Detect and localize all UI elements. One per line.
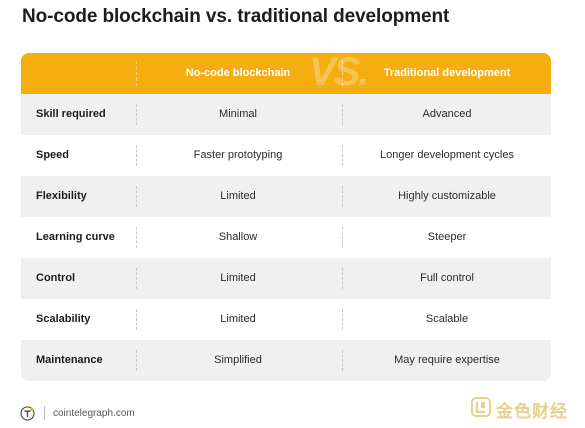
row-label: Maintenance	[36, 354, 103, 366]
row-label: Flexibility	[36, 190, 87, 202]
no-code-value: Minimal	[219, 108, 257, 120]
row-label: Scalability	[36, 313, 91, 325]
comparison-table: VS. No-code blockchain Traditional devel…	[21, 53, 551, 381]
table-row: Control Limited Full control	[21, 258, 551, 299]
traditional-value: Advanced	[422, 108, 472, 120]
traditional-value: Highly customizable	[398, 190, 496, 202]
cell-divider	[342, 227, 343, 248]
traditional-value: Steeper	[427, 231, 467, 243]
cell-divider	[136, 145, 137, 166]
cell-divider	[136, 350, 137, 371]
cell-divider	[342, 350, 343, 371]
jinse-logo-icon	[470, 396, 492, 423]
no-code-value: Limited	[220, 313, 256, 325]
traditional-value: Longer development cycles	[380, 149, 514, 161]
cell-divider	[342, 268, 343, 289]
cell-divider	[342, 145, 343, 166]
header-divider	[136, 61, 137, 86]
page-title: No-code blockchain vs. traditional devel…	[22, 6, 450, 27]
row-label: Learning curve	[36, 231, 115, 243]
cell-divider	[342, 309, 343, 330]
cell-divider	[136, 186, 137, 207]
vs-watermark: VS.	[309, 53, 370, 94]
no-code-value: Shallow	[218, 231, 258, 243]
table-row: Skill required Minimal Advanced	[21, 94, 551, 135]
column-header-no-code: No-code blockchain	[185, 67, 291, 79]
cointelegraph-logo-icon	[20, 405, 35, 421]
table-row: Flexibility Limited Highly customizable	[21, 176, 551, 217]
cell-divider	[342, 104, 343, 125]
jinse-watermark: 金色财经	[470, 396, 568, 423]
jinse-watermark-text: 金色财经	[496, 402, 568, 421]
table-row: Scalability Limited Scalable	[21, 299, 551, 340]
cell-divider	[342, 186, 343, 207]
column-header-traditional: Traditional development	[383, 67, 511, 79]
traditional-value: Scalable	[425, 313, 469, 325]
no-code-value: Faster prototyping	[193, 149, 283, 161]
traditional-value: Full control	[420, 272, 474, 284]
row-label: Control	[36, 272, 76, 284]
cell-divider	[136, 227, 137, 248]
no-code-value: Simplified	[214, 354, 262, 366]
footer-separator	[44, 406, 45, 420]
header-divider	[342, 61, 343, 86]
traditional-value: May require expertise	[394, 354, 500, 366]
footer: cointelegraph.com	[20, 404, 135, 422]
source-link[interactable]: cointelegraph.com	[53, 407, 135, 419]
table-header: VS. No-code blockchain Traditional devel…	[21, 53, 551, 94]
table-row: Maintenance Simplified May require exper…	[21, 340, 551, 381]
no-code-value: Limited	[220, 190, 256, 202]
cell-divider	[136, 309, 137, 330]
no-code-value: Limited	[220, 272, 256, 284]
table-row: Speed Faster prototyping Longer developm…	[21, 135, 551, 176]
row-label: Skill required	[36, 108, 106, 120]
table-row: Learning curve Shallow Steeper	[21, 217, 551, 258]
cell-divider	[136, 268, 137, 289]
row-label: Speed	[36, 149, 70, 161]
cell-divider	[136, 104, 137, 125]
